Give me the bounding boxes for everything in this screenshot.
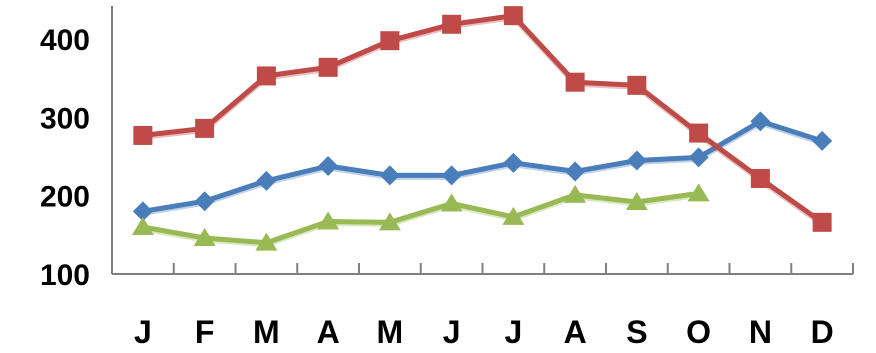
- data-point: [503, 152, 524, 173]
- y-tick-label: 300: [40, 102, 90, 135]
- x-tick-label: A: [564, 314, 587, 350]
- x-tick-label: J: [134, 314, 152, 350]
- data-point: [256, 66, 276, 86]
- data-point: [380, 31, 400, 51]
- data-point: [378, 212, 401, 231]
- series-1: [132, 111, 833, 222]
- x-tick-label: M: [253, 314, 280, 350]
- data-point: [687, 183, 710, 202]
- data-point: [689, 123, 709, 143]
- data-point: [565, 72, 585, 92]
- series-line: [140, 13, 825, 225]
- data-point: [133, 125, 153, 145]
- data-point: [812, 130, 833, 151]
- data-point: [502, 206, 525, 225]
- data-point: [688, 147, 709, 168]
- x-tick-label: O: [686, 314, 711, 350]
- x-tick-label: D: [811, 314, 834, 350]
- y-tick-label: 400: [40, 24, 90, 57]
- data-point: [195, 118, 215, 138]
- data-point: [318, 57, 338, 77]
- data-point: [565, 161, 586, 182]
- data-point: [750, 111, 771, 132]
- series-3: [131, 183, 710, 251]
- data-point: [503, 6, 523, 26]
- x-tick-label: M: [377, 314, 404, 350]
- data-point: [626, 150, 647, 171]
- series-line-shadow: [140, 15, 825, 227]
- axes: [111, 6, 854, 275]
- data-point: [627, 75, 647, 95]
- data-point: [193, 227, 216, 246]
- data-point: [564, 184, 587, 203]
- data-point: [194, 191, 215, 212]
- series-line: [140, 118, 825, 214]
- data-point: [812, 212, 832, 232]
- data-point: [256, 170, 277, 191]
- series-layer: [131, 6, 833, 251]
- x-tick-label: A: [317, 314, 340, 350]
- series-2: [133, 6, 832, 232]
- y-tick-label: 200: [40, 181, 90, 214]
- data-point: [441, 165, 462, 186]
- data-point: [379, 165, 400, 186]
- x-tick-label: N: [749, 314, 772, 350]
- y-axis-tick-labels: 100 200 300 400: [40, 24, 90, 292]
- x-tick-label: J: [443, 314, 461, 350]
- data-point: [750, 168, 770, 188]
- data-point: [317, 211, 340, 230]
- data-point: [442, 14, 462, 34]
- data-point: [318, 155, 339, 176]
- x-tick-label: F: [195, 314, 215, 350]
- series-line: [140, 190, 702, 246]
- data-point: [625, 191, 648, 210]
- x-tick-label: S: [626, 314, 647, 350]
- data-point: [132, 201, 153, 222]
- x-tick-label: J: [504, 314, 522, 350]
- data-point: [255, 232, 278, 251]
- y-tick-label: 100: [40, 259, 90, 292]
- data-point: [131, 217, 154, 236]
- data-point: [440, 193, 463, 212]
